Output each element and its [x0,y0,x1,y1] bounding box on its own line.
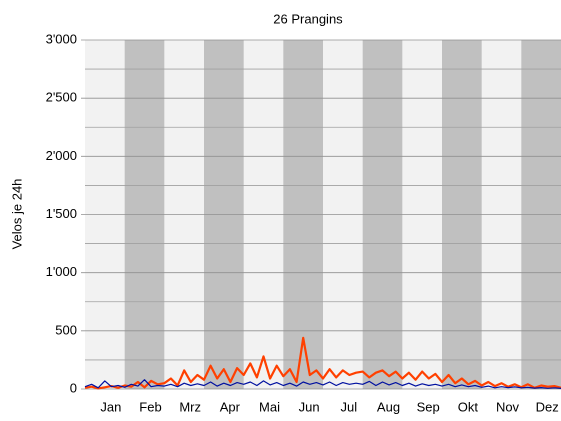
x-tick-label: Mrz [179,399,201,414]
y-tick-label: 3'000 [46,31,77,46]
x-tick-label: Dez [536,399,559,414]
y-tick-label: 500 [55,322,77,337]
x-tick-label: Jan [100,399,121,414]
y-tick-label: 2'000 [46,148,77,163]
y-tick-label: 0 [70,380,77,395]
x-tick-label: Sep [417,399,440,414]
y-axis-label: Velos je 24h [9,179,24,250]
y-tick-label: 2'500 [46,90,77,105]
x-tick-label: Jun [299,399,320,414]
x-tick-label: Jul [341,399,358,414]
x-tick-label: Feb [139,399,161,414]
y-tick-label: 1'000 [46,264,77,279]
series-line [84,379,561,389]
series-line [84,336,561,390]
x-tick-label: Aug [377,399,400,414]
chart-title: 26 Prangins [273,11,343,26]
x-tick-label: Nov [496,399,520,414]
x-tick-label: Apr [220,399,241,414]
x-tick-label: Okt [458,399,479,414]
y-tick-label: 1'500 [46,206,77,221]
x-tick-label: Mai [259,399,280,414]
